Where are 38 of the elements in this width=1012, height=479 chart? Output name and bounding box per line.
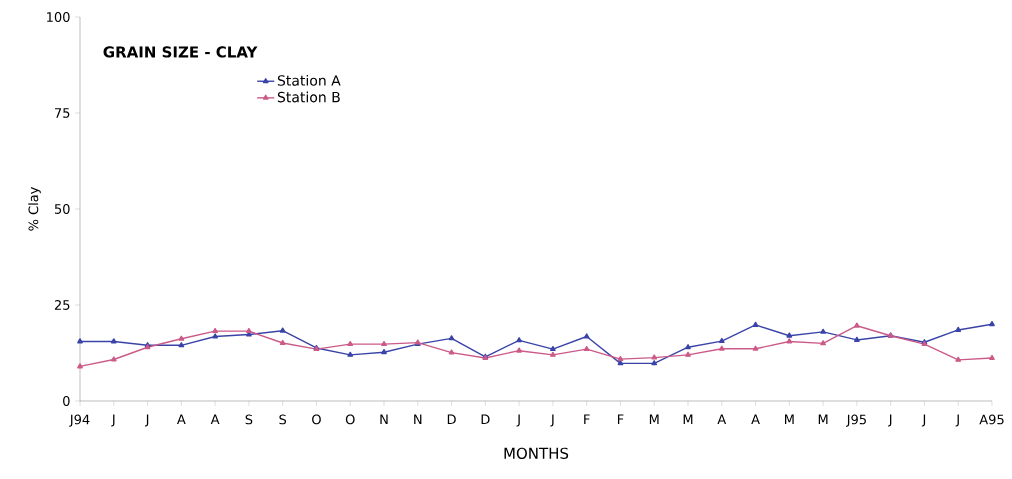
legend-label: Station A [277,74,341,86]
x-tick-label: O [345,414,355,425]
x-tick-label: J [111,414,115,427]
y-tick-label: 25 [54,300,70,310]
y-tick-label: 100 [47,12,70,22]
x-tick-label: M [649,414,659,424]
x-tick-label: D [447,414,456,424]
x-axis-title: MONTHS [504,447,569,459]
x-tick-label: A [210,414,220,424]
x-tick-label: M [785,414,794,424]
x-tick-label: M [683,414,693,424]
x-tick-label: J [516,414,520,427]
x-tick-label: A [717,414,727,424]
text: GRAIN SIZE - CLAY [103,46,258,58]
x-tick-label: S [279,414,287,425]
y-axis-title: % Clay [28,186,41,231]
x-tick-label: J95 [846,414,866,427]
x-tick-label: A95 [979,414,1004,425]
x-tick-label: J [144,414,149,427]
x-tick-label: O [312,414,321,425]
x-tick-label: J94 [69,414,90,427]
x-tick-label: J [955,414,959,427]
x-tick-label: S [245,414,253,425]
x-tick-label: J [550,414,554,427]
legend-label: Station B [277,91,340,103]
x-tick-label: M [818,414,828,424]
x-tick-label: N [414,414,422,424]
x-tick-label: D [481,414,490,424]
x-tick-label: A [751,414,760,424]
x-tick-label: F [584,414,590,424]
x-tick-label: N [380,414,388,424]
y-tick-label: 0 [63,396,70,406]
x-tick-label: F [617,414,624,424]
x-tick-label: J [921,414,926,427]
y-tick-label: 75 [55,108,70,118]
x-tick-label: J [888,414,892,427]
y-tick-label: 50 [54,204,70,214]
x-tick-label: A [176,414,186,424]
